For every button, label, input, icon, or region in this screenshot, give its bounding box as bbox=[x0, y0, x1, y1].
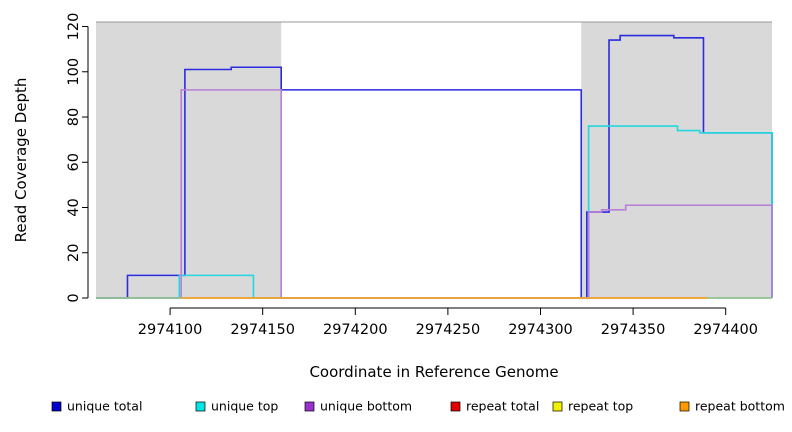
legend-label-unique-total: unique total bbox=[67, 399, 142, 414]
y-axis-tick-label: 0 bbox=[66, 293, 82, 302]
chart-legend: unique total unique top unique bottom repea… bbox=[51, 399, 785, 414]
y-axis-tick-label: 120 bbox=[66, 13, 82, 41]
x-axis-tick-label: 2974200 bbox=[323, 322, 388, 338]
x-axis-title: Coordinate in Reference Genome bbox=[309, 363, 558, 381]
x-axis-tick-label: 2974350 bbox=[601, 322, 666, 338]
data-series-group bbox=[96, 34, 773, 299]
y-axis-tick-label: 80 bbox=[66, 108, 82, 126]
x-axis-tick-label: 2974150 bbox=[230, 322, 295, 338]
legend-label-repeat-bottom: repeat bottom bbox=[695, 399, 785, 414]
y-axis-tick-label: 60 bbox=[66, 153, 82, 171]
legend-label-unique-bottom: unique bottom bbox=[320, 399, 412, 414]
y-axis-tick-label: 100 bbox=[66, 58, 82, 86]
x-axis: 2974100 2974150 2974200 2974250 2974300 29743… bbox=[138, 307, 758, 338]
x-axis-tick-label: 2974100 bbox=[138, 322, 203, 338]
legend-label-unique-top: unique top bbox=[211, 399, 278, 414]
right-repeat-region bbox=[581, 22, 772, 298]
legend-swatch-repeat-bottom bbox=[679, 401, 690, 412]
legend-swatch-unique-bottom bbox=[304, 401, 315, 412]
y-axis: 0 20 40 60 80 100 120 bbox=[66, 13, 89, 303]
left-repeat-region bbox=[96, 22, 282, 298]
y-axis-tick-label: 40 bbox=[66, 198, 82, 216]
x-axis-tick-label: 2974400 bbox=[693, 322, 758, 338]
legend-swatch-unique-total bbox=[51, 401, 62, 412]
legend-swatch-repeat-total bbox=[450, 401, 461, 412]
legend-swatch-repeat-top bbox=[552, 401, 563, 412]
x-axis-tick-label: 2974250 bbox=[416, 322, 481, 338]
x-axis-tick-label: 2974300 bbox=[508, 322, 573, 338]
legend-label-repeat-total: repeat total bbox=[466, 399, 539, 414]
y-axis-tick-label: 20 bbox=[66, 244, 82, 262]
legend-swatch-unique-top bbox=[195, 401, 206, 412]
legend-label-repeat-top: repeat top bbox=[568, 399, 633, 414]
series-line-unique-bottom bbox=[96, 89, 773, 299]
series-line-unique-total bbox=[96, 34, 773, 299]
y-axis-title: Read Coverage Depth bbox=[12, 78, 30, 243]
